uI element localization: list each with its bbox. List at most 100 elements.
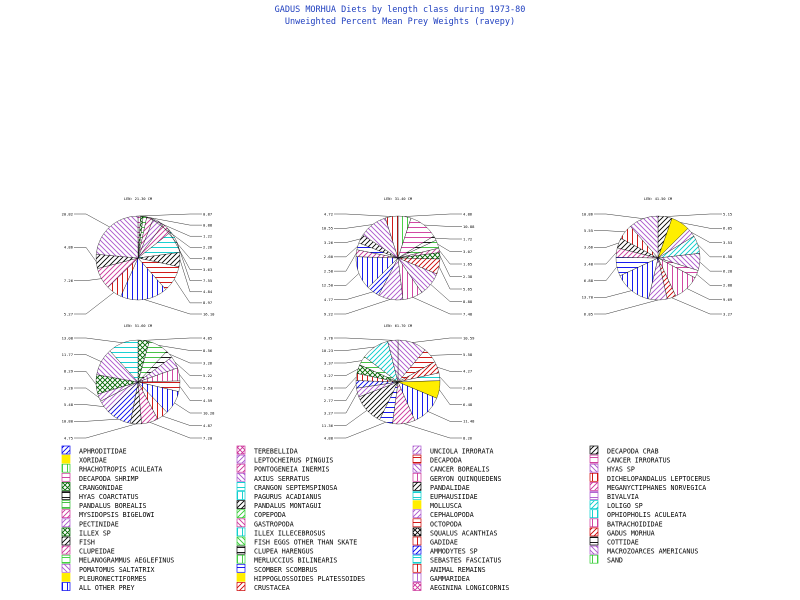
slice-value-label: 2.60 <box>324 254 334 259</box>
legend-label: SCOMBER SCOMBRUS <box>254 566 318 574</box>
leader-line <box>179 374 202 389</box>
leader-line <box>334 246 358 258</box>
pie-title: LEN: 51-60 CM <box>124 324 153 328</box>
leader-line <box>334 368 359 376</box>
slice-value-label: 5.65 <box>463 286 472 291</box>
slice-value-label: 6.88 <box>584 278 594 283</box>
legend-swatch <box>589 518 599 528</box>
legend-item-xoridae: XORIDAE <box>61 454 107 465</box>
slice-value-label: 3.26 <box>324 240 334 245</box>
legend-swatch <box>589 545 599 555</box>
legend-swatch <box>589 445 599 455</box>
legend-item-clupeidae: CLUPEIDAE <box>61 545 115 556</box>
legend-label: OPHIOPHOLIS ACULEATA <box>607 511 686 519</box>
legend-item-pandalus-montagui: PANDALUS MONTAGUI <box>236 500 322 510</box>
legend-label: DECAPODA CRAB <box>607 448 659 456</box>
legend-item-euphausiidae: EUPHAUSIIDAE <box>412 491 478 501</box>
slice-value-label: 3.27 <box>324 410 333 415</box>
slice-value-label: 4.88 <box>324 435 334 440</box>
leader-line <box>158 345 202 351</box>
legend-swatch <box>412 545 422 555</box>
slice-value-label: 1.72 <box>463 236 472 241</box>
slice-value-label: 5.15 <box>723 211 732 216</box>
legend-swatch <box>61 545 71 555</box>
legend-swatch <box>589 463 599 473</box>
legend-swatch <box>61 509 71 519</box>
slice-value-label: 8.29 <box>64 369 74 374</box>
legend-swatch <box>236 545 246 555</box>
legend-item-melanogrammus-aeglefinus: MELANOGRAMMUS AEGLEFINUS <box>61 554 174 565</box>
leader-line <box>439 376 462 389</box>
legend-item-crangonidae: CRANGONIDAE <box>61 482 123 492</box>
legend-swatch <box>236 573 246 582</box>
slice-value-label: 4.84 <box>203 289 213 294</box>
slice-value-label: 10.55 <box>322 226 333 231</box>
leader-line <box>74 387 100 398</box>
legend-label: RHACHOTROPIS ACULEATA <box>79 466 162 474</box>
slice-value-label: 3.48 <box>584 261 594 266</box>
legend-item-squalus-acanthias: SQUALUS ACANTHIAS <box>412 527 498 537</box>
pie-chart-3: LEN: 41-50 CM 5.15 6.85 3.53 6.58 6.28 2.88 9.6… <box>582 197 733 316</box>
leader-line <box>74 404 105 407</box>
leader-line <box>439 250 462 265</box>
slice-value-label: 7.26 <box>64 278 74 283</box>
legend-swatch <box>61 463 71 473</box>
legend-swatch <box>589 472 599 482</box>
legend-label: ILLEX SP <box>79 529 111 537</box>
leader-line <box>334 392 358 414</box>
legend-item-batrachoididae: BATRACHOIDIDAE <box>589 518 663 528</box>
legend-swatch <box>236 527 246 537</box>
legend-label: MEGANYCTIPHANES NORVEGICA <box>607 484 706 492</box>
legend-item-fish-eggs-other-than-skate: FISH EGGS OTHER THAN SKATE <box>236 536 357 547</box>
legend-swatch <box>236 472 246 482</box>
legend-label: APHRODITIDAE <box>79 448 127 456</box>
leader-line <box>594 213 644 219</box>
legend-swatch <box>61 472 71 482</box>
slice-value-label: 13.70 <box>582 295 594 300</box>
slice-value-label: 10.28 <box>203 410 215 415</box>
legend-swatch <box>61 445 71 455</box>
slice-value-label: 6.48 <box>463 402 473 407</box>
legend-label: SQUALUS ACANTHIAS <box>430 529 498 537</box>
legend-label: MOLLUSCA <box>430 502 462 510</box>
leader-line <box>334 299 391 315</box>
leader-line <box>671 297 722 315</box>
leader-line <box>594 242 619 248</box>
legend-swatch <box>589 491 599 500</box>
slice-value-label: 8.56 <box>203 348 213 353</box>
leader-line <box>158 221 202 259</box>
leader-line <box>334 346 375 351</box>
slice-value-label: 4.85 <box>203 335 212 340</box>
legend-item-rhachotropis-aculeata: RHACHOTROPIS ACULEATA <box>61 463 162 474</box>
legend-label: CLUPEIDAE <box>79 548 115 556</box>
legend-swatch <box>236 500 246 509</box>
legend-label: CANCER BOREALIS <box>430 466 490 474</box>
slice-value-label: 6.85 <box>723 226 732 231</box>
slice-value-label: 10.80 <box>62 419 74 424</box>
slice-value-label: 9.69 <box>723 297 733 302</box>
pie-title: LEN: 31-40 CM <box>384 197 413 201</box>
leader-line <box>412 297 462 315</box>
legend-swatch <box>236 509 246 519</box>
leader-line <box>696 274 722 286</box>
slice-value-label: 1.65 <box>463 261 472 266</box>
legend-item-mollusca: MOLLUSCA <box>412 500 462 510</box>
leader-line <box>74 292 115 315</box>
legend-label: AMMODYTES SP <box>430 548 478 556</box>
legend-item-fish: FISH <box>61 536 95 547</box>
pie-chart-5: LEN: 61-70 CM 10.59 5.58 4.27 2.84 6.48 11.48 8… <box>322 324 476 440</box>
slice-value-label: 2.38 <box>463 274 473 279</box>
legend-item-meganyctiphanes-norvegica: MEGANYCTIPHANES NORVEGICA <box>589 482 706 492</box>
slice-value-label: 5.22 <box>203 373 212 378</box>
legend-item-aphroditidae: APHRODITIDAE <box>61 445 127 456</box>
legend-swatch <box>61 500 71 509</box>
slice-value-label: 2.58 <box>324 268 334 273</box>
legend-label: GAMMARIDEA <box>430 575 470 583</box>
slice-value-label: 4.72 <box>324 211 333 216</box>
slice-value-label: 10.88 <box>463 224 475 229</box>
legend-label: COPEPODA <box>254 511 286 519</box>
pie-title: LEN: 41-50 CM <box>644 197 673 201</box>
slice-value-label: 6.58 <box>723 254 733 259</box>
